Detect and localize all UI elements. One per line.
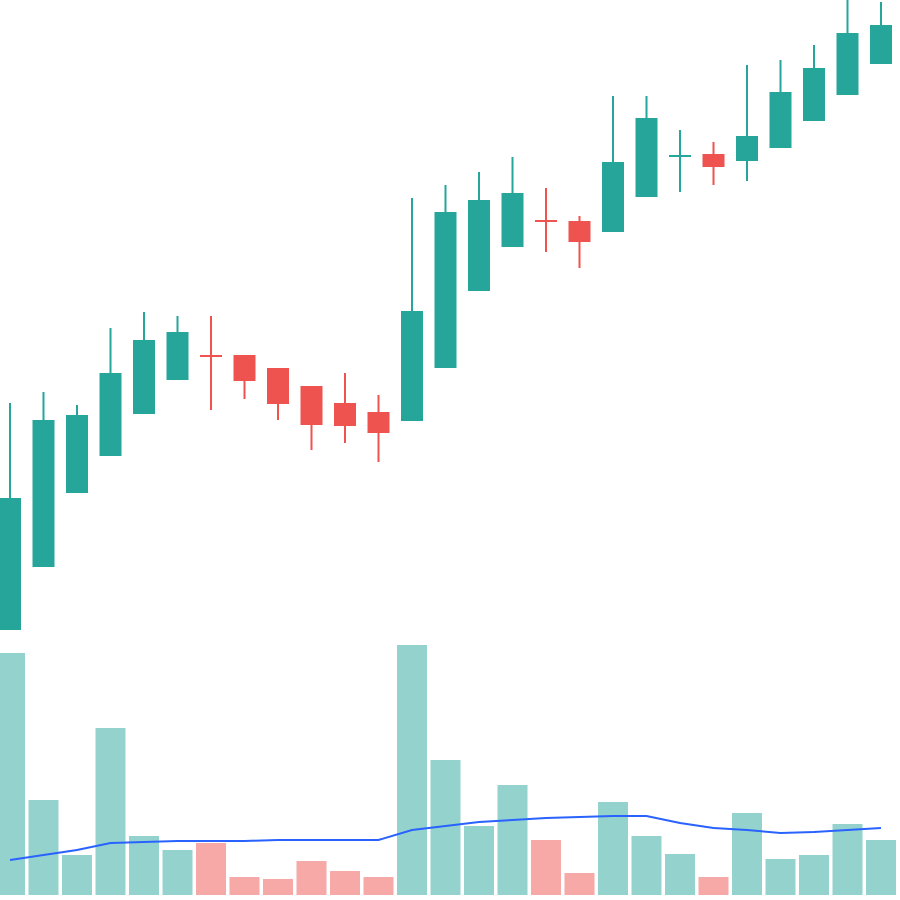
volume-bar <box>732 813 762 895</box>
volume-bar <box>62 855 92 895</box>
candle-body <box>803 68 825 121</box>
volume-bar <box>28 800 59 895</box>
candle-body <box>769 92 792 148</box>
volume-bar <box>598 802 628 895</box>
candle-body <box>501 193 524 247</box>
candle-body <box>133 340 155 414</box>
volume-bar <box>799 855 829 895</box>
candle-body <box>401 311 423 421</box>
candle-body <box>166 332 189 380</box>
candle-body <box>836 33 859 95</box>
candle-body <box>66 415 88 493</box>
volume-bar <box>95 728 126 895</box>
volume-bar <box>832 824 863 895</box>
candle-body <box>535 220 557 222</box>
candle-body <box>468 200 490 291</box>
candle-body <box>870 25 892 64</box>
volume-bar <box>564 873 595 895</box>
candle-body <box>367 412 390 433</box>
volume-bar <box>631 836 662 895</box>
candle-body <box>233 355 256 381</box>
candle-body <box>267 368 289 404</box>
volume-bar <box>129 836 159 895</box>
candle-body <box>635 118 658 197</box>
candle-body <box>32 420 55 567</box>
volume-ma-line <box>9 815 882 861</box>
candle-body <box>736 136 758 161</box>
volume-bar <box>866 840 896 895</box>
volume-bar <box>330 871 360 895</box>
volume-bar <box>263 879 293 895</box>
volume-bar <box>397 645 427 895</box>
volume-bar <box>0 653 25 895</box>
candle-body <box>669 155 691 157</box>
candle-body <box>602 162 624 232</box>
volume-bar <box>765 859 796 895</box>
volume-bar <box>162 850 193 895</box>
volume-bar <box>464 826 494 895</box>
candle-body <box>334 403 356 426</box>
candle-body <box>702 154 725 167</box>
volume-bar <box>296 861 327 895</box>
volume-bar <box>531 840 561 895</box>
volume-bar <box>665 854 695 895</box>
candle-body <box>0 498 21 630</box>
candle-body <box>434 212 457 368</box>
candle-body <box>300 386 323 425</box>
volume-bar <box>497 785 528 895</box>
volume-bar <box>196 843 226 895</box>
volume-bar <box>363 877 394 895</box>
volume-bar <box>698 877 729 895</box>
volume-bar <box>229 877 260 895</box>
candle-body <box>568 221 591 242</box>
candle-body <box>200 355 222 357</box>
candle-body <box>99 373 122 456</box>
